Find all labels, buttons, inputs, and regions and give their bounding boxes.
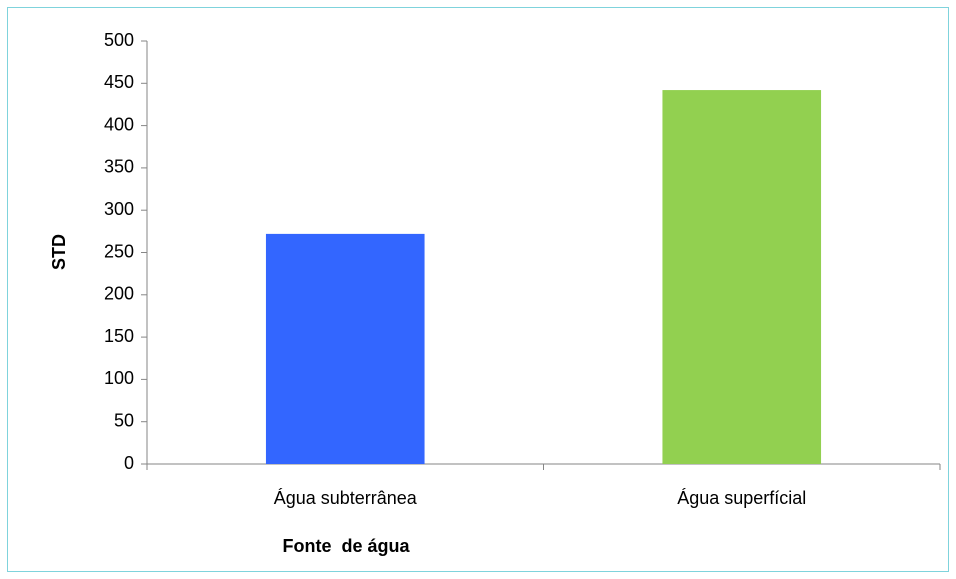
y-tick-label: 450: [104, 72, 134, 92]
y-tick-label: 150: [104, 326, 134, 346]
y-tick-label: 250: [104, 241, 134, 261]
x-axis-label: Fonte de água: [282, 536, 410, 556]
y-tick-label: 100: [104, 368, 134, 388]
y-tick-label: 300: [104, 199, 134, 219]
y-tick-label: 200: [104, 284, 134, 304]
y-tick-label: 0: [124, 453, 134, 473]
bar: [662, 90, 822, 465]
y-axis-label: STD: [49, 234, 69, 270]
x-tick-label: Água subterrânea: [274, 488, 418, 508]
y-tick-label: 400: [104, 114, 134, 134]
y-tick-label: 50: [114, 410, 134, 430]
y-tick-label: 350: [104, 157, 134, 177]
bar: [265, 233, 425, 464]
y-tick-label: 500: [104, 30, 134, 50]
x-tick-label: Água superfícial: [677, 488, 806, 508]
